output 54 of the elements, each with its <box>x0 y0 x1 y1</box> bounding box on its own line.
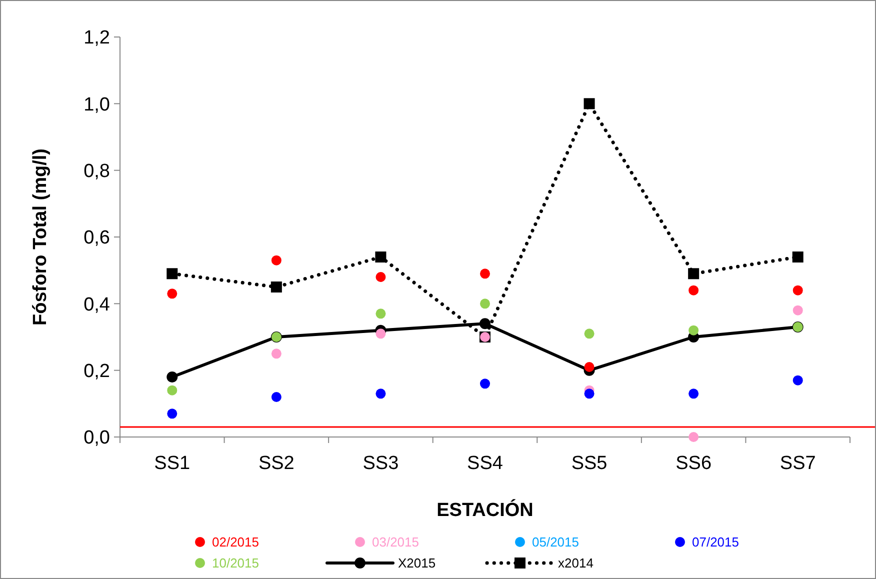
y-tick-label: 1,0 <box>84 94 110 116</box>
point <box>376 308 386 319</box>
y-tick-label: 0,2 <box>84 360 110 382</box>
point <box>271 392 282 402</box>
x-tick-label: SS3 <box>362 453 399 474</box>
legend-label: 07/2015 <box>692 534 739 550</box>
point <box>376 388 386 399</box>
x-tick-label: SS1 <box>154 453 190 474</box>
point <box>166 372 178 382</box>
y-tick-label: 0,6 <box>84 228 110 249</box>
y-tick-label: 0,8 <box>84 160 110 182</box>
y-tick-label: 1,2 <box>84 28 110 49</box>
legend-label: 03/2015 <box>372 534 419 550</box>
point <box>375 252 386 262</box>
x-axis-title: ESTACIÓN <box>436 499 534 521</box>
point <box>480 378 490 389</box>
point <box>688 285 699 296</box>
point <box>480 298 490 309</box>
point <box>688 432 699 442</box>
point <box>480 268 490 279</box>
point <box>688 325 699 336</box>
point <box>167 288 178 299</box>
point <box>376 272 386 282</box>
point <box>584 328 594 339</box>
point <box>792 285 803 296</box>
point <box>271 348 282 359</box>
text: x2014 <box>558 556 594 571</box>
point <box>376 328 386 339</box>
point <box>271 255 282 266</box>
y-axis-title: Fósforo Total (mg/l) <box>30 148 51 326</box>
x-tick-label: SS2 <box>258 453 294 474</box>
point <box>167 408 178 419</box>
point <box>584 388 594 399</box>
point <box>584 362 594 372</box>
point <box>270 282 282 292</box>
x-tick-label: SS6 <box>676 453 712 474</box>
x-tick-label: SS4 <box>467 453 504 474</box>
point <box>688 388 699 399</box>
point <box>792 375 803 386</box>
text: X2015 <box>398 556 436 571</box>
y-tick-label: 0,0 <box>84 428 110 449</box>
point <box>584 98 595 110</box>
point <box>688 268 700 280</box>
legend-label: 10/2015 <box>212 556 259 571</box>
y-tick-label: 0,4 <box>84 294 110 316</box>
point <box>792 252 804 262</box>
point <box>166 268 178 280</box>
point <box>480 318 490 330</box>
legend-label: 05/2015 <box>532 534 579 550</box>
legend-label: 02/2015 <box>212 534 259 550</box>
point <box>167 385 178 396</box>
x-tick-label: SS7 <box>780 453 816 474</box>
point <box>792 305 803 316</box>
x-tick-label: SS5 <box>571 453 608 474</box>
